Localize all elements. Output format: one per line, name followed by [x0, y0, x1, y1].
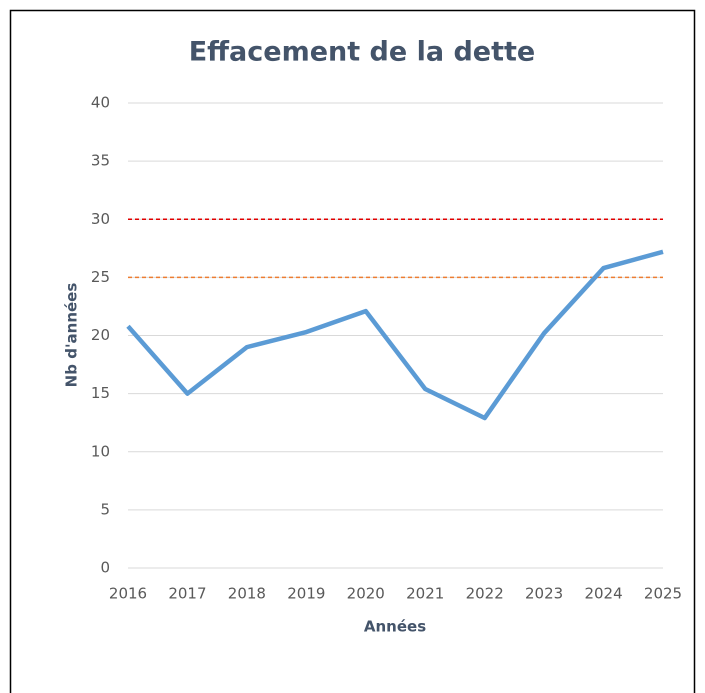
x-axis-title: Années	[364, 618, 426, 636]
x-tick-label: 2021	[406, 585, 444, 603]
x-tick-label: 2025	[644, 585, 682, 603]
y-axis-title: Nb d'années	[63, 283, 81, 388]
x-tick-label: 2016	[109, 585, 147, 603]
x-tick-label: 2018	[228, 585, 266, 603]
chart-border	[9, 9, 696, 693]
x-tick-label: 2022	[466, 585, 504, 603]
x-tick-label: 2023	[525, 585, 563, 603]
data-line	[126, 249, 664, 421]
x-tick-label: 2019	[287, 585, 325, 603]
y-tick-label: 30	[91, 210, 110, 228]
chart-title: Effacement de la dette	[189, 37, 536, 68]
y-tick-label: 35	[91, 152, 110, 170]
y-tick-label: 25	[91, 268, 110, 286]
y-tick-label: 40	[91, 94, 110, 112]
x-tick-label: 2020	[347, 585, 385, 603]
y-tick-label: 0	[100, 559, 110, 577]
y-tick-label: 15	[91, 384, 110, 402]
y-tick-label: 5	[100, 500, 110, 518]
x-tick-label: 2017	[168, 585, 206, 603]
y-tick-label: 20	[91, 326, 110, 344]
x-tick-label: 2024	[584, 585, 622, 603]
y-tick-label: 10	[91, 442, 110, 460]
